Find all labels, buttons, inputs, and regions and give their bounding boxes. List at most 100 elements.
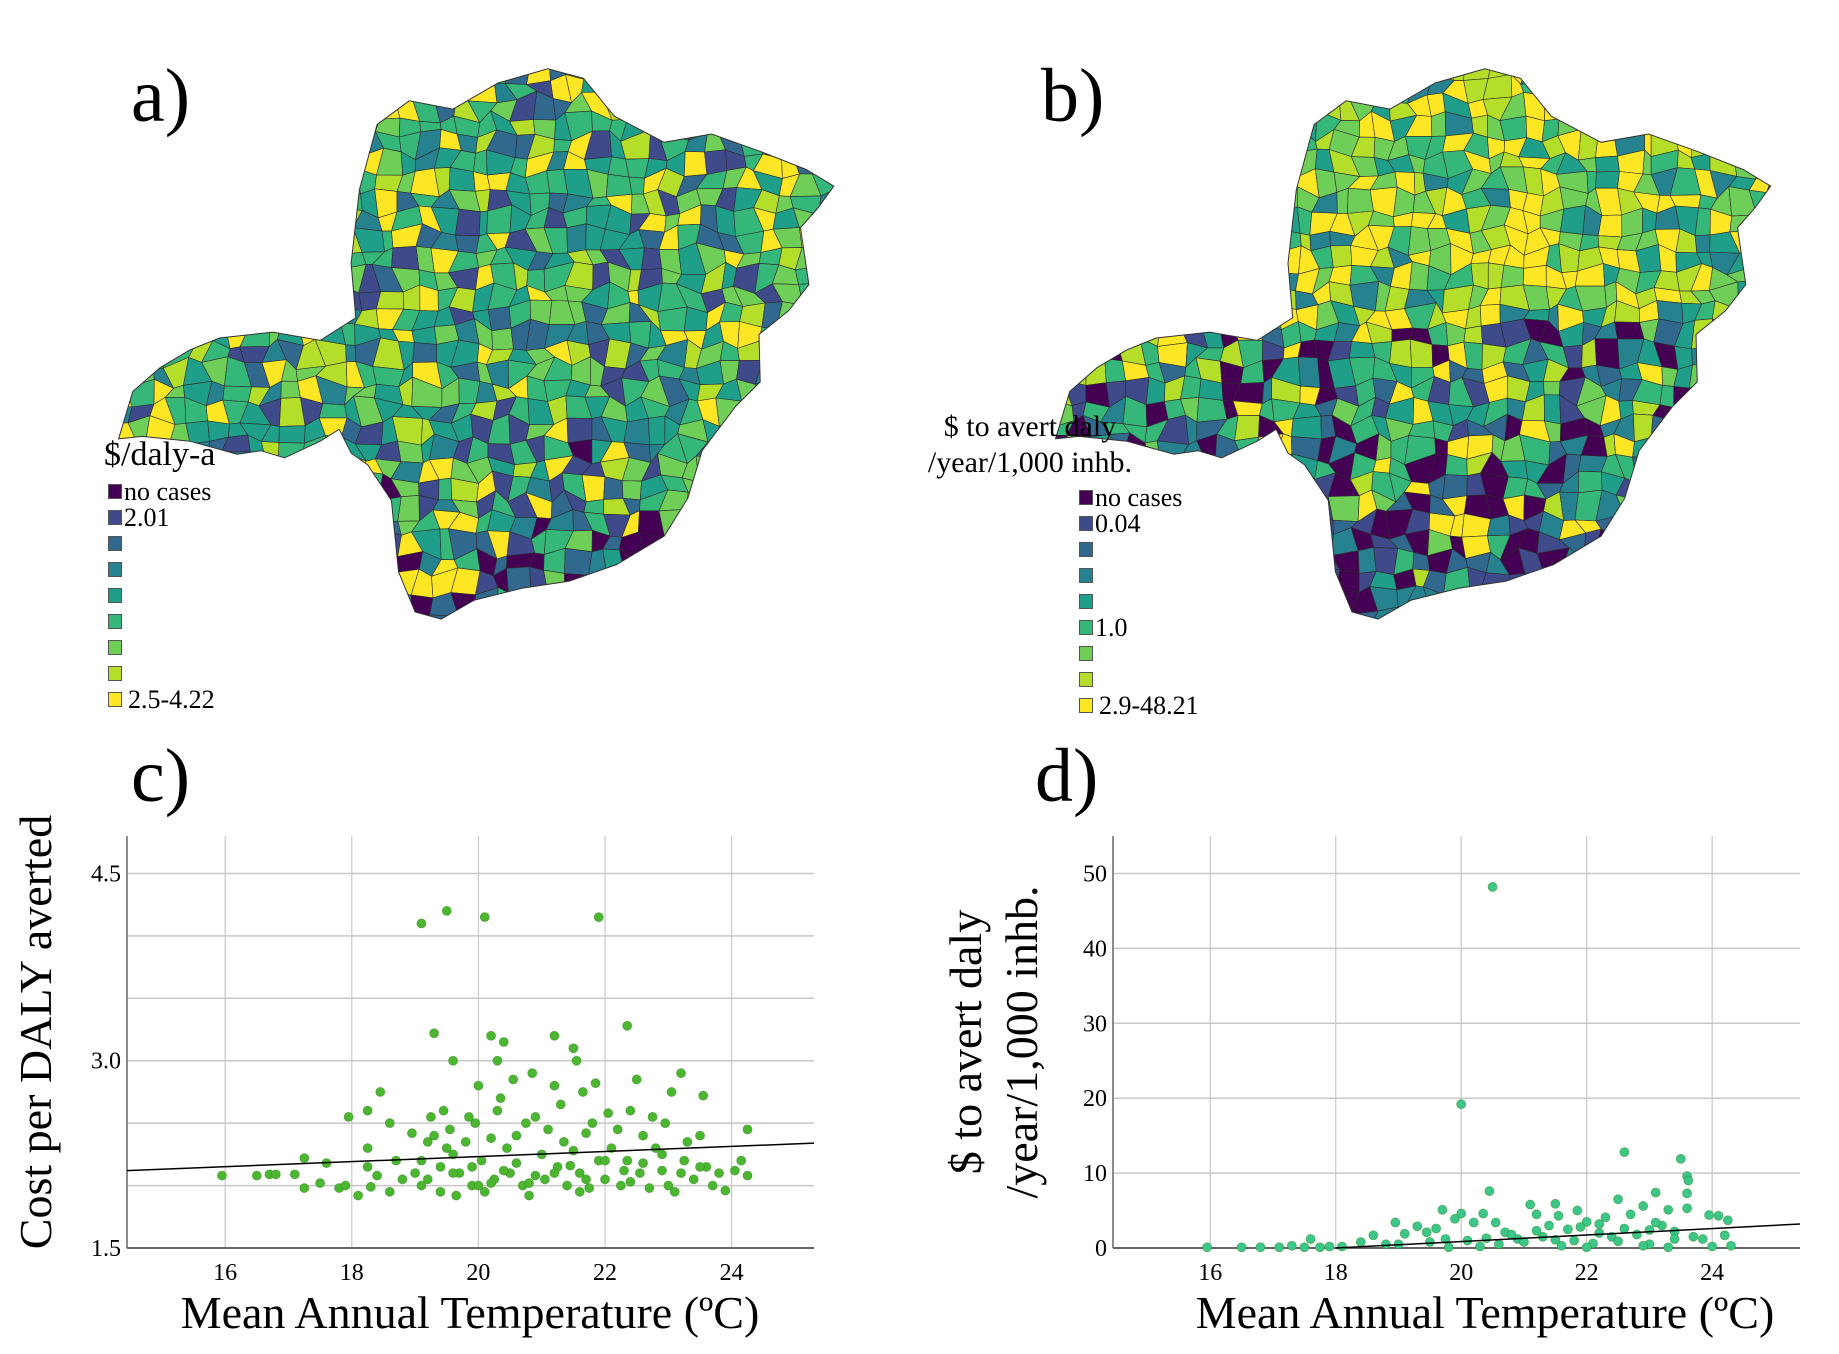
municipality	[1745, 68, 1771, 74]
municipality	[1594, 551, 1623, 576]
data-point	[707, 1180, 718, 1191]
municipality	[778, 534, 799, 556]
municipality	[1055, 291, 1072, 306]
municipality	[1507, 573, 1526, 594]
municipality	[164, 110, 191, 131]
municipality	[722, 458, 743, 482]
municipality	[1726, 566, 1758, 595]
municipality	[606, 568, 625, 595]
municipality	[1635, 608, 1662, 620]
legend-swatch	[1079, 490, 1093, 505]
data-point	[543, 1124, 553, 1135]
municipality	[124, 243, 154, 276]
municipality	[316, 208, 344, 234]
municipality	[1218, 192, 1243, 218]
municipality	[260, 242, 287, 270]
data-point	[1481, 1233, 1492, 1244]
municipality	[1196, 175, 1228, 198]
legend-a: no cases 2.01 2.5-4.22	[108, 479, 308, 714]
data-point	[362, 1105, 373, 1116]
municipality	[118, 185, 130, 212]
municipality	[1602, 93, 1625, 123]
data-point	[577, 1087, 588, 1097]
municipality	[1745, 586, 1771, 618]
municipality	[1745, 547, 1771, 573]
municipality	[1690, 603, 1716, 620]
municipality	[775, 110, 803, 133]
municipality	[282, 74, 307, 94]
municipality	[118, 290, 137, 306]
data-point	[251, 1170, 262, 1181]
municipality	[298, 306, 326, 329]
municipality	[175, 101, 191, 115]
municipality	[360, 74, 383, 96]
municipality	[682, 604, 709, 620]
municipality	[1595, 171, 1620, 189]
municipality	[126, 68, 155, 83]
municipality	[1308, 609, 1341, 620]
municipality	[1558, 574, 1584, 588]
municipality	[832, 472, 834, 502]
municipality	[1708, 403, 1738, 425]
municipality	[1234, 226, 1265, 248]
municipality	[335, 605, 363, 620]
municipality	[1732, 424, 1751, 446]
municipality	[420, 68, 435, 85]
municipality	[716, 111, 742, 137]
municipality	[706, 589, 724, 614]
municipality	[838, 169, 858, 187]
data-point	[1286, 1240, 1297, 1251]
municipality	[323, 435, 346, 461]
municipality	[794, 495, 816, 512]
municipality	[454, 234, 480, 254]
y-tick-label: 0	[1095, 1236, 1107, 1262]
data-point	[638, 1158, 648, 1169]
municipality	[315, 535, 342, 557]
data-point	[600, 1174, 610, 1185]
municipality	[1138, 169, 1160, 198]
legend-swatch	[108, 510, 122, 525]
municipality	[1389, 338, 1412, 368]
municipality	[1746, 131, 1771, 154]
municipality	[1735, 344, 1752, 369]
municipality	[830, 323, 834, 350]
municipality	[1408, 261, 1430, 291]
municipality	[809, 326, 834, 351]
municipality	[830, 348, 834, 365]
municipality	[677, 71, 708, 100]
data-point	[622, 1020, 633, 1031]
data-point	[460, 1136, 471, 1147]
municipality	[581, 474, 606, 503]
municipality	[1179, 135, 1208, 158]
y-tick-label: 10	[1083, 1161, 1107, 1187]
municipality	[1256, 154, 1283, 173]
municipality	[810, 472, 834, 502]
municipality	[703, 111, 720, 133]
municipality	[814, 510, 832, 539]
data-point	[384, 1118, 395, 1129]
municipality	[694, 510, 724, 535]
municipality	[564, 547, 593, 576]
municipality	[1691, 492, 1716, 518]
municipality	[491, 327, 514, 351]
municipality	[813, 615, 834, 620]
municipality	[334, 590, 361, 607]
municipality	[1766, 490, 1771, 514]
municipality	[1603, 77, 1626, 102]
municipality	[1071, 206, 1095, 237]
municipality	[827, 496, 834, 517]
municipality	[1260, 285, 1282, 309]
municipality	[830, 572, 834, 597]
municipality	[1500, 608, 1527, 620]
municipality	[190, 128, 213, 158]
municipality	[210, 194, 232, 211]
municipality	[742, 593, 765, 613]
data-point	[1556, 1240, 1567, 1251]
panel-label-c: c)	[131, 734, 191, 818]
municipality	[183, 185, 212, 214]
municipality	[1507, 586, 1527, 617]
data-point	[1490, 1217, 1501, 1228]
municipality	[1196, 247, 1225, 271]
municipality	[715, 510, 742, 535]
municipality	[715, 593, 745, 614]
